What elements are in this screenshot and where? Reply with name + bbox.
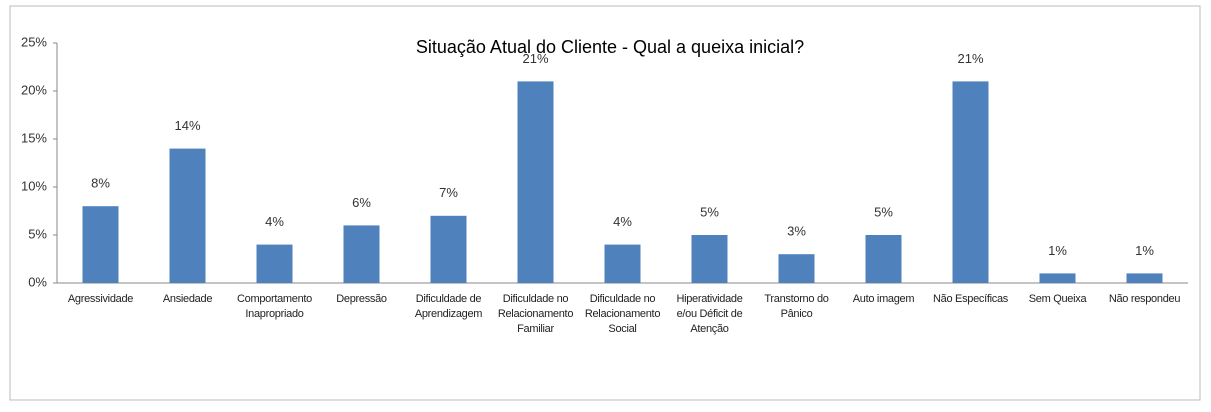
- data-label: 3%: [787, 224, 806, 239]
- y-tick-label: 15%: [21, 130, 47, 145]
- y-tick-label: 10%: [21, 178, 47, 193]
- bar: [169, 148, 206, 283]
- y-tick-label: 0%: [28, 274, 47, 289]
- data-label: 21%: [957, 51, 983, 66]
- y-tick-label: 25%: [21, 34, 47, 49]
- data-label: 1%: [1135, 243, 1154, 258]
- bar: [952, 81, 989, 284]
- bar: [517, 81, 554, 284]
- x-tick-label: Dificuldade de Aprendizagem: [414, 293, 483, 320]
- x-tick-label: Depressão: [336, 293, 387, 305]
- x-tick-label: Hiperatividade e/ou Déficit de Atenção: [676, 293, 743, 335]
- bar: [1126, 273, 1163, 283]
- bar: [604, 244, 641, 283]
- x-tick-label: Agressividade: [67, 293, 134, 305]
- x-tick-label: Comportamento Inapropriado: [237, 293, 312, 320]
- x-tick-label: Sem Queixa: [1028, 293, 1087, 305]
- y-tick-label: 5%: [28, 226, 47, 241]
- data-label: 6%: [352, 195, 371, 210]
- x-tick-label: Não respondeu: [1108, 293, 1181, 305]
- data-label: 21%: [522, 51, 548, 66]
- data-label: 5%: [874, 204, 893, 219]
- bar: [778, 254, 815, 283]
- x-tick-label: Auto imagem: [852, 293, 915, 305]
- x-tick-label: Transtorno do Pânico: [764, 293, 829, 320]
- data-label: 4%: [265, 214, 284, 229]
- x-tick-label: Dificuldade no Relacionamento Social: [584, 293, 661, 335]
- data-label: 4%: [613, 214, 632, 229]
- bar: [1039, 273, 1076, 283]
- y-tick-label: 20%: [21, 82, 47, 97]
- bar: [82, 206, 119, 283]
- chart-title: Situação Atual do Cliente - Qual a queix…: [416, 37, 804, 57]
- bar: [343, 225, 380, 283]
- data-label: 1%: [1048, 243, 1067, 258]
- x-tick-label: Ansiedade: [162, 293, 213, 305]
- chart-frame: [9, 5, 1201, 401]
- x-tick-label: Dificuldade no Relacionamento Familiar: [497, 293, 574, 335]
- bar: [256, 244, 293, 283]
- data-label: 7%: [439, 185, 458, 200]
- x-tick-label: Não Específicas: [933, 293, 1008, 305]
- bar: [865, 235, 902, 283]
- data-label: 14%: [174, 118, 200, 133]
- bar: [691, 235, 728, 283]
- data-label: 8%: [91, 176, 110, 191]
- bar: [430, 215, 467, 283]
- data-label: 5%: [700, 204, 719, 219]
